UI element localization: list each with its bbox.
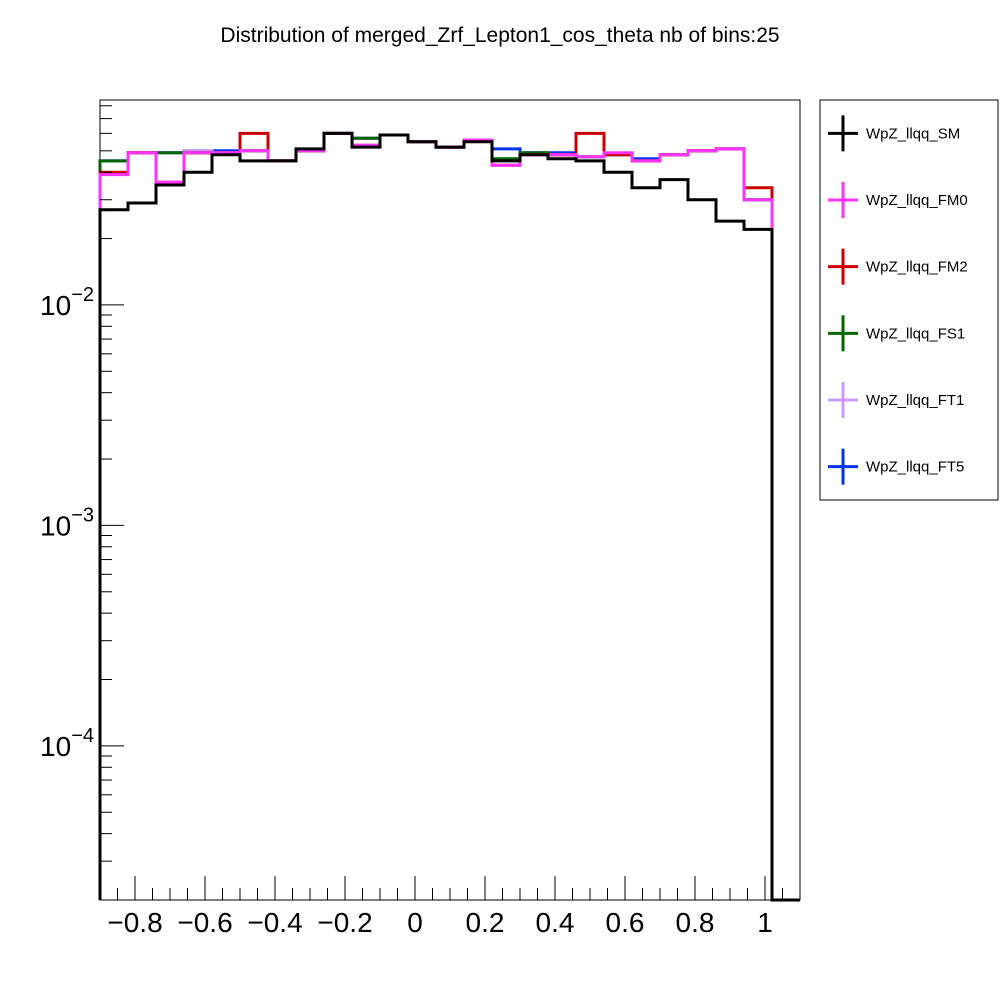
x-tick-label: 0.6 [606,907,645,938]
legend-label: WpZ_llqq_FT5 [866,459,964,476]
plot-frame [99,99,801,901]
x-tick-label: 1 [757,907,773,938]
x-tick-label: −0.6 [177,907,232,938]
y-tick-label: 10−4 [40,725,94,762]
legend-label: WpZ_llqq_FS1 [866,325,965,342]
plot-area [99,99,801,901]
x-tick-label: −0.2 [317,907,372,938]
chart-title: Distribution of merged_Zrf_Lepton1_cos_t… [220,24,779,47]
legend-item-wpz-llqq-sm: WpZ_llqq_SM [828,115,960,152]
legend: WpZ_llqq_SM WpZ_llqq_FM0 WpZ_llqq_FM2 WpZ_l… [819,99,999,501]
legend-item-wpz-llqq-ft5: WpZ_llqq_FT5 [828,448,964,485]
legend-label: WpZ_llqq_SM [866,125,960,142]
y-tick-label: 10−2 [40,284,94,321]
x-tick-label: −0.8 [107,907,162,938]
legend-item-wpz-llqq-fm0: WpZ_llqq_FM0 [828,182,968,218]
y-tick-label: 10−3 [40,504,94,541]
legend-box [819,99,999,501]
series-line-wpz-llqq-sm [98,131,800,902]
x-tick-label: 0 [407,907,423,938]
axes: −0.8 −0.6 −0.4 −0.2 0 0.2 0.4 0.6 0.8 1 10−2 10−3 10… [40,105,801,938]
legend-item-wpz-llqq-fm2: WpZ_llqq_FM2 [828,248,968,285]
legend-label: WpZ_llqq_FM0 [866,192,968,209]
x-tick-label: 0.8 [676,907,715,938]
legend-label: WpZ_llqq_FM2 [866,259,968,276]
x-tick-label: 0.4 [536,907,575,938]
legend-item-wpz-llqq-ft1: WpZ_llqq_FT1 [828,382,964,418]
x-tick-label: 0.2 [466,907,505,938]
legend-label: WpZ_llqq_FT1 [866,392,964,409]
x-tick-label: −0.4 [247,907,302,938]
series-layer [98,131,800,902]
legend-item-wpz-llqq-fs1: WpZ_llqq_FS1 [828,315,965,352]
